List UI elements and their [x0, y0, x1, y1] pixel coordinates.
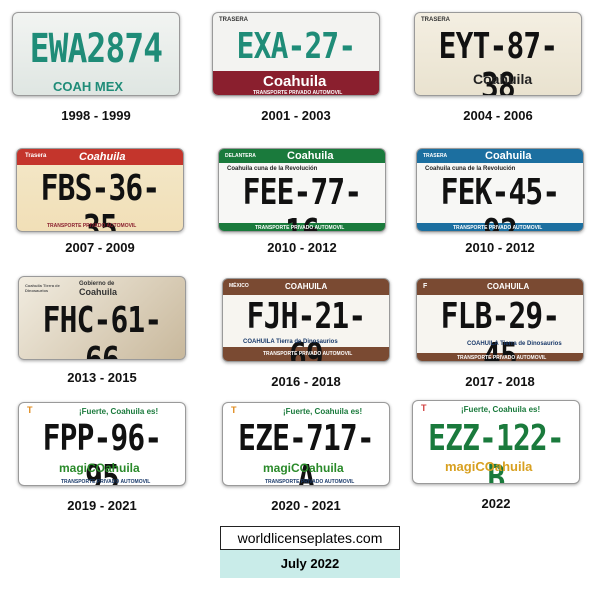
plate-years: 2001 - 2003	[261, 108, 331, 123]
date-label: July 2022	[220, 550, 400, 578]
plate-side-label: TRASERA	[219, 17, 249, 23]
license-plate: EWA2874 COAH MEX	[12, 12, 180, 96]
plate-subtitle: TRANSPORTE PRIVADO AUTOMOVIL	[255, 225, 345, 231]
plate-side-label: T	[231, 405, 237, 415]
license-plate: DELANTERA Coahuila Coahuila cuna de la R…	[218, 148, 386, 232]
plate-years: 2010 - 2012	[465, 240, 535, 255]
plate-number: FHC-61-66	[42, 300, 162, 360]
plate-slogan: COAHUILA Tierra de Dinosaurios	[243, 339, 338, 345]
plate-side-label: MÉXICO	[229, 283, 249, 289]
plate-state: magiCOahuila	[59, 461, 140, 475]
plate-years: 2007 - 2009	[65, 240, 135, 255]
plate-slogan: Coahuila cuna de la Revolución	[425, 166, 516, 172]
plate-years: 2013 - 2015	[67, 370, 137, 385]
plate-subtitle: TRANSPORTE PRIVADO AUTOMOVIL	[61, 479, 151, 485]
plate-years: 1998 - 1999	[61, 108, 131, 123]
plate-band	[213, 71, 379, 95]
plate-state: Coahuila	[79, 287, 118, 297]
plate-subtitle: TRANSPORTE PRIVADO AUTOMOVIL	[453, 225, 543, 231]
license-plate: TRASERA Coahuila Coahuila cuna de la Rev…	[416, 148, 584, 232]
plate-side-label: T	[27, 405, 33, 415]
license-plate: TRASERA EXA-27-85 Coahuila TRANSPORTE PR…	[212, 12, 380, 96]
plate-slogan: Coahuila Tierra de Dinosaurios	[25, 283, 60, 293]
plate-top-slogan: ¡Fuerte, Coahuila es!	[79, 407, 159, 416]
plate-years: 2004 - 2006	[463, 108, 533, 123]
plate-number: FLB-29-45	[440, 296, 560, 362]
plate-years: 2010 - 2012	[267, 240, 337, 255]
plate-side-label: TRASERA	[421, 17, 451, 23]
plate-years: 2017 - 2018	[465, 374, 535, 389]
plate-number: EYT-87-38	[438, 26, 558, 96]
license-plate: F COAHUILA FLB-29-45 COAHUILA Tierra de …	[416, 278, 584, 362]
plate-state: COAHUILA	[487, 282, 530, 291]
plate-state: COAHUILA	[285, 282, 328, 291]
license-plate: Trasera Coahuila FBS-36-35 TRANSPORTE PR…	[16, 148, 184, 232]
plate-subtitle: TRANSPORTE PRIVADO AUTOMOVIL	[457, 355, 547, 361]
license-plate: MÉXICO COAHUILA FJH-21-69 COAHUILA Tierr…	[222, 278, 390, 362]
plate-number: FEE-77-16	[242, 172, 362, 232]
plate-years: 2020 - 2021	[271, 498, 341, 513]
plate-state: Coahuila	[79, 151, 126, 163]
plate-side-label: F	[423, 283, 428, 290]
plate-number: FBS-36-35	[40, 168, 160, 232]
plate-side-label: TRASERA	[423, 153, 448, 159]
plate-number: FJH-21-69	[246, 296, 366, 362]
plate-number: FEK-45-92	[440, 172, 560, 232]
plate-subtitle: TRANSPORTE PRIVADO AUTOMOVIL	[47, 223, 137, 229]
plate-subtitle: TRANSPORTE PRIVADO AUTOMOVIL	[265, 479, 355, 485]
website-label: worldlicenseplates.com	[220, 526, 400, 550]
license-plate: TRASERA EYT-87-38 Coahuila	[414, 12, 582, 96]
plate-side-label: Trasera	[25, 153, 47, 159]
plate-state: Coahuila	[287, 150, 334, 162]
plate-subtitle: TRANSPORTE PRIVADO AUTOMOVIL	[263, 351, 353, 357]
plate-state: Coahuila	[473, 71, 533, 87]
plate-state: COAH MEX	[53, 79, 124, 94]
license-plate: T ¡Fuerte, Coahuila es! EZZ-122-B magiCO…	[412, 400, 580, 484]
plate-side-label: T	[421, 403, 427, 413]
plate-number: FPP-96-95	[42, 418, 162, 486]
plate-side-label: Gobierno de	[79, 281, 115, 287]
plate-number: EZE-717-A	[238, 418, 374, 486]
plate-slogan: COAHUILA Tierra de Dinosaurios	[467, 341, 562, 347]
plate-state: Coahuila	[263, 73, 327, 90]
plate-side-label: DELANTERA	[225, 153, 256, 159]
license-plate: Gobierno de Coahuila Coahuila Tierra de …	[18, 276, 186, 360]
plate-slogan: Coahuila cuna de la Revolución	[227, 166, 318, 172]
plate-subtitle: TRANSPORTE PRIVADO AUTOMOVIL	[253, 90, 343, 96]
plate-years: 2019 - 2021	[67, 498, 137, 513]
plate-state: magiCOahuila	[445, 459, 533, 474]
plate-top-slogan: ¡Fuerte, Coahuila es!	[283, 407, 363, 416]
plate-years: 2022	[481, 496, 511, 511]
plate-number: EZZ-122-B	[428, 418, 564, 484]
plate-state: magiCOahuila	[263, 461, 344, 475]
plate-number: EWA2874	[29, 26, 163, 72]
plate-state: Coahuila	[485, 150, 532, 162]
license-plate: T ¡Fuerte, Coahuila es! FPP-96-95 magiCO…	[18, 402, 186, 486]
plate-top-slogan: ¡Fuerte, Coahuila es!	[461, 405, 541, 414]
license-plate: T ¡Fuerte, Coahuila es! EZE-717-A magiCO…	[222, 402, 390, 486]
plate-years: 2016 - 2018	[271, 374, 341, 389]
